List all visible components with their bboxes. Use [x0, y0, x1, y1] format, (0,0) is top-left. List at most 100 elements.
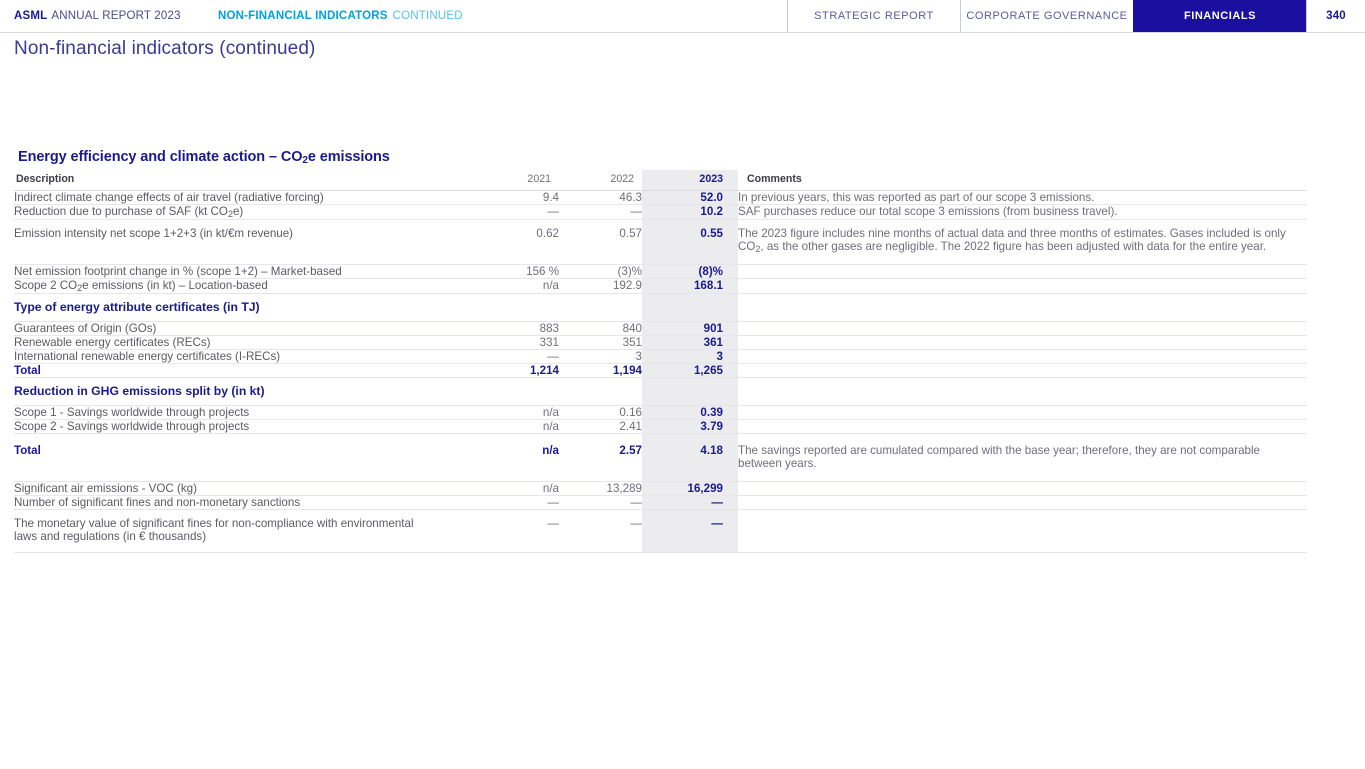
cell-2021: — [484, 204, 559, 220]
breadcrumb-continued: CONTINUED [392, 10, 463, 22]
cell-description: Emission intensity net scope 1+2+3 (in k… [14, 219, 484, 265]
cell-2022: 13,289 [559, 481, 642, 496]
section-heading-post: e emissions [307, 149, 390, 165]
desc-line-2: laws and regulations (in € thousands) [14, 530, 207, 543]
comment-subscript: 2 [755, 244, 761, 254]
table-row: International renewable energy certifica… [14, 349, 1307, 364]
brand-name: ASML [14, 10, 48, 22]
table-row: Type of energy attribute certificates (i… [14, 293, 1307, 322]
cell-description: Total [14, 363, 484, 378]
desc-subscript: 2 [227, 209, 233, 219]
section-heading-subscript: 2 [302, 155, 308, 166]
cell-2022: 0.57 [559, 219, 642, 265]
cell-comment [738, 293, 1307, 322]
cell-2022: 1,194 [559, 363, 642, 378]
table-row: Significant air emissions - VOC (kg) n/a 1… [14, 481, 1307, 496]
cell-2023: 1,265 [642, 363, 738, 378]
table-row: Guarantees of Origin (GOs) 883 840 901 [14, 321, 1307, 336]
table-row: Total 1,214 1,194 1,265 [14, 363, 1307, 378]
top-navigation-bar: ASML ANNUAL REPORT 2023 NON-FINANCIAL IN… [0, 0, 1365, 33]
tab-corporate-governance[interactable]: CORPORATE GOVERNANCE [960, 0, 1133, 32]
page-number: 340 [1306, 0, 1365, 32]
table-row: Scope 2 - Savings worldwide through proj… [14, 419, 1307, 434]
cell-comment [738, 363, 1307, 378]
cell-2021: 0.62 [484, 219, 559, 265]
cell-2021: 9.4 [484, 190, 559, 205]
cell-2021: 156 % [484, 264, 559, 279]
cell-2023: 52.0 [642, 190, 738, 205]
cell-2021: n/a [484, 433, 559, 482]
cell-description: The monetary value of significant fines … [14, 509, 484, 553]
cell-comment [738, 481, 1307, 496]
cell-description: International renewable energy certifica… [14, 349, 484, 364]
cell-2023: 168.1 [642, 278, 738, 294]
cell-2023: 901 [642, 321, 738, 336]
table-header-row: Description 2021 2022 2023 Comments [14, 170, 1307, 191]
cell-2022: 351 [559, 335, 642, 350]
cell-description: Total [14, 433, 484, 482]
cell-description: Reduction due to purchase of SAF (kt CO2… [14, 204, 484, 220]
cell-comment [738, 509, 1307, 553]
col-header-2022: 2022 [559, 170, 642, 191]
cell-2022: (3)% [559, 264, 642, 279]
brand-label: ASML ANNUAL REPORT 2023 [0, 0, 218, 32]
cell-description: Indirect climate change effects of air t… [14, 190, 484, 205]
cell-comment [738, 278, 1307, 294]
cell-comment [738, 264, 1307, 279]
cell-2023: — [642, 495, 738, 510]
cell-2022: — [559, 509, 642, 553]
cell-description: Scope 2 - Savings worldwide through proj… [14, 419, 484, 434]
indicators-table-wrapper: Description 2021 2022 2023 Comments Indi… [14, 170, 1307, 553]
page-title: Non-financial indicators (continued) [14, 38, 316, 59]
cell-comment: In previous years, this was reported as … [738, 190, 1307, 205]
cell-2023: — [642, 509, 738, 553]
desc-text-post: e) [232, 205, 244, 218]
cell-2023 [642, 377, 738, 406]
table-row: Reduction in GHG emissions split by (in … [14, 377, 1307, 406]
cell-2022 [559, 293, 642, 322]
cell-2022: 2.41 [559, 419, 642, 434]
table-row: Emission intensity net scope 1+2+3 (in k… [14, 219, 1307, 265]
cell-2023: 361 [642, 335, 738, 350]
cell-2023: 16,299 [642, 481, 738, 496]
col-header-description: Description [14, 170, 484, 191]
desc-text-pre: Reduction due to purchase of SAF (kt CO [14, 205, 228, 218]
nav-tabs: STRATEGIC REPORT CORPORATE GOVERNANCE FI… [787, 0, 1365, 32]
cell-2022: 3 [559, 349, 642, 364]
cell-2021: n/a [484, 405, 559, 420]
cell-2022: 0.16 [559, 405, 642, 420]
table-row: Scope 1 - Savings worldwide through proj… [14, 405, 1307, 420]
col-header-2023: 2023 [642, 170, 738, 191]
desc-line-1: The monetary value of significant fines … [14, 517, 414, 530]
table-body: Indirect climate change effects of air t… [14, 190, 1307, 553]
cell-2021: n/a [484, 278, 559, 294]
cell-comment [738, 377, 1307, 406]
desc-subscript: 2 [77, 283, 83, 293]
cell-2021: — [484, 349, 559, 364]
cell-2023: (8)% [642, 264, 738, 279]
table-row: Scope 2 CO2e emissions (in kt) – Locatio… [14, 278, 1307, 294]
cell-2022: 840 [559, 321, 642, 336]
cell-2023 [642, 293, 738, 322]
cell-2021 [484, 377, 559, 406]
cell-2023: 4.18 [642, 433, 738, 482]
cell-comment [738, 495, 1307, 510]
cell-comment [738, 419, 1307, 434]
cell-description: Reduction in GHG emissions split by (in … [14, 377, 484, 406]
cell-description: Scope 1 - Savings worldwide through proj… [14, 405, 484, 420]
cell-comment: SAF purchases reduce our total scope 3 e… [738, 204, 1307, 220]
table-row: Number of significant fines and non-mone… [14, 495, 1307, 510]
cell-2021 [484, 293, 559, 322]
cell-2021: — [484, 509, 559, 553]
cell-2023: 3.79 [642, 419, 738, 434]
col-header-2021: 2021 [484, 170, 559, 191]
section-heading-pre: Energy efficiency and climate action – C… [18, 149, 303, 165]
section-breadcrumb: NON-FINANCIAL INDICATORS CONTINUED [218, 0, 787, 32]
tab-strategic-report[interactable]: STRATEGIC REPORT [787, 0, 960, 32]
tab-financials[interactable]: FINANCIALS [1133, 0, 1306, 32]
cell-description: Number of significant fines and non-mone… [14, 495, 484, 510]
cell-2022 [559, 377, 642, 406]
cell-2021: 331 [484, 335, 559, 350]
cell-2021: 883 [484, 321, 559, 336]
cell-2022: — [559, 495, 642, 510]
